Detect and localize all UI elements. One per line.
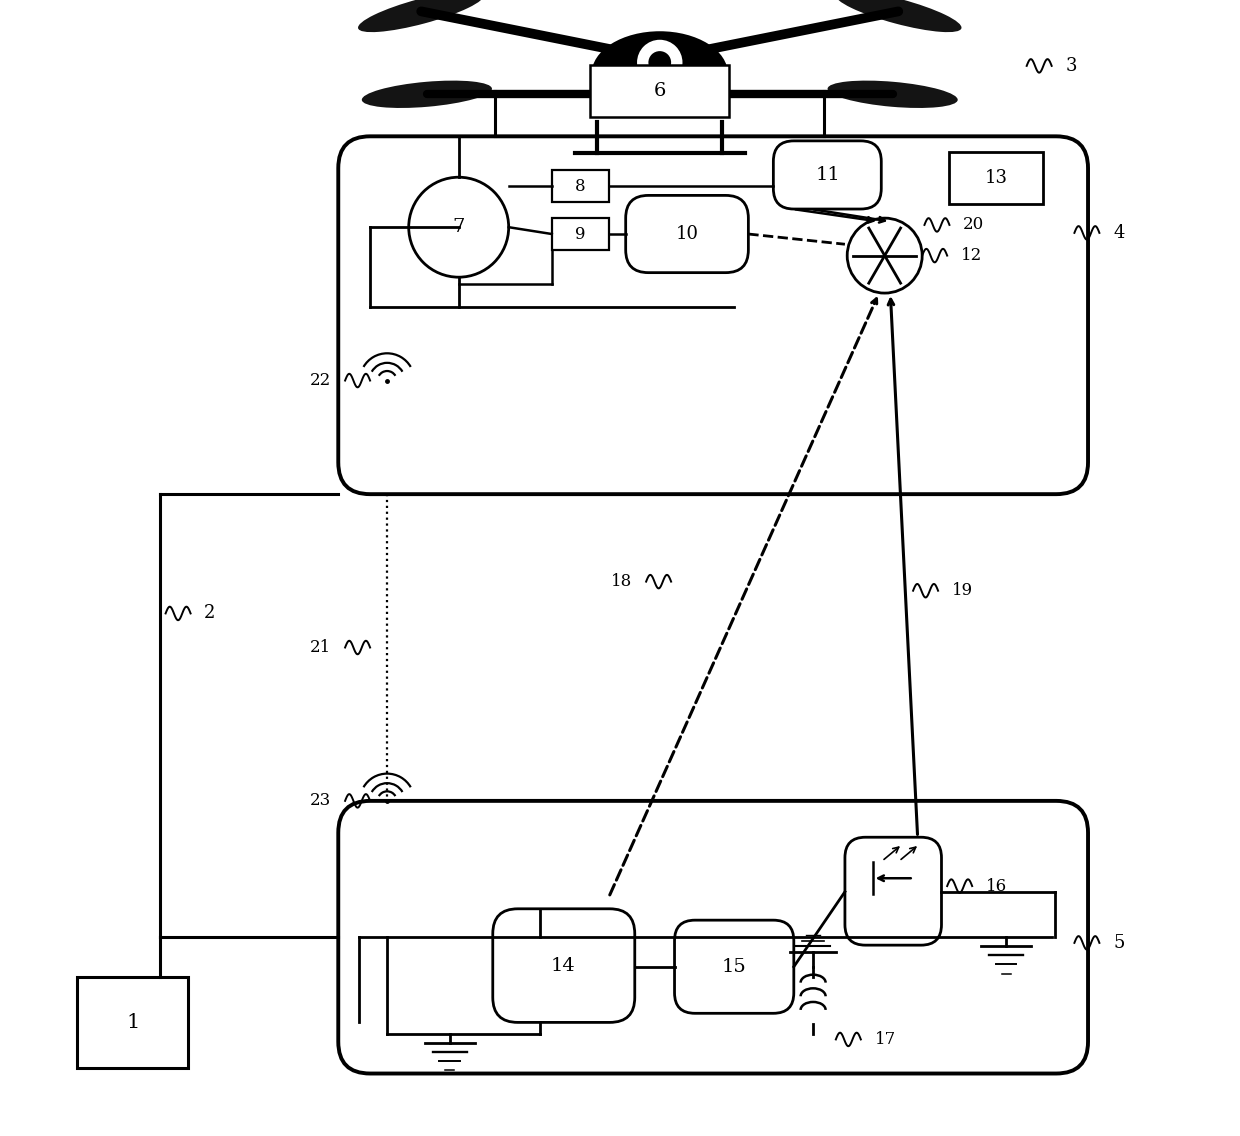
Circle shape (409, 177, 508, 277)
Text: 14: 14 (551, 957, 575, 975)
Text: 16: 16 (986, 878, 1007, 894)
Ellipse shape (827, 81, 957, 108)
Bar (552, 170, 609, 202)
Text: 17: 17 (874, 1031, 895, 1047)
Text: 9: 9 (575, 226, 585, 242)
Circle shape (649, 51, 671, 74)
Text: 12: 12 (961, 248, 982, 264)
Text: 23: 23 (310, 793, 331, 809)
Ellipse shape (358, 0, 485, 32)
Text: 8: 8 (575, 178, 585, 194)
Text: 21: 21 (310, 640, 331, 655)
FancyBboxPatch shape (626, 195, 749, 273)
Text: 4: 4 (1114, 224, 1125, 242)
Text: 19: 19 (952, 583, 973, 599)
Text: 2: 2 (205, 604, 216, 623)
Ellipse shape (362, 81, 492, 108)
Text: 5: 5 (1114, 934, 1125, 952)
Circle shape (847, 218, 923, 293)
Circle shape (637, 40, 682, 85)
FancyBboxPatch shape (339, 801, 1087, 1074)
Text: 22: 22 (310, 373, 331, 389)
Text: 7: 7 (453, 218, 465, 236)
Ellipse shape (591, 32, 728, 117)
Text: 18: 18 (611, 574, 632, 590)
Text: 15: 15 (722, 958, 746, 976)
FancyBboxPatch shape (339, 136, 1087, 494)
Bar (77, 977, 188, 1068)
Text: 1: 1 (126, 1013, 139, 1031)
Text: 11: 11 (816, 166, 841, 184)
Text: 20: 20 (963, 217, 985, 233)
FancyBboxPatch shape (844, 837, 941, 945)
Text: 3: 3 (1065, 57, 1076, 75)
Text: 6: 6 (653, 82, 666, 100)
FancyBboxPatch shape (675, 920, 794, 1013)
Bar (590, 65, 729, 117)
Bar (950, 152, 1043, 204)
Ellipse shape (836, 0, 961, 32)
FancyBboxPatch shape (492, 909, 635, 1022)
Text: 13: 13 (985, 169, 1008, 187)
Text: 10: 10 (676, 225, 698, 243)
Bar (552, 218, 609, 250)
FancyBboxPatch shape (774, 141, 882, 209)
